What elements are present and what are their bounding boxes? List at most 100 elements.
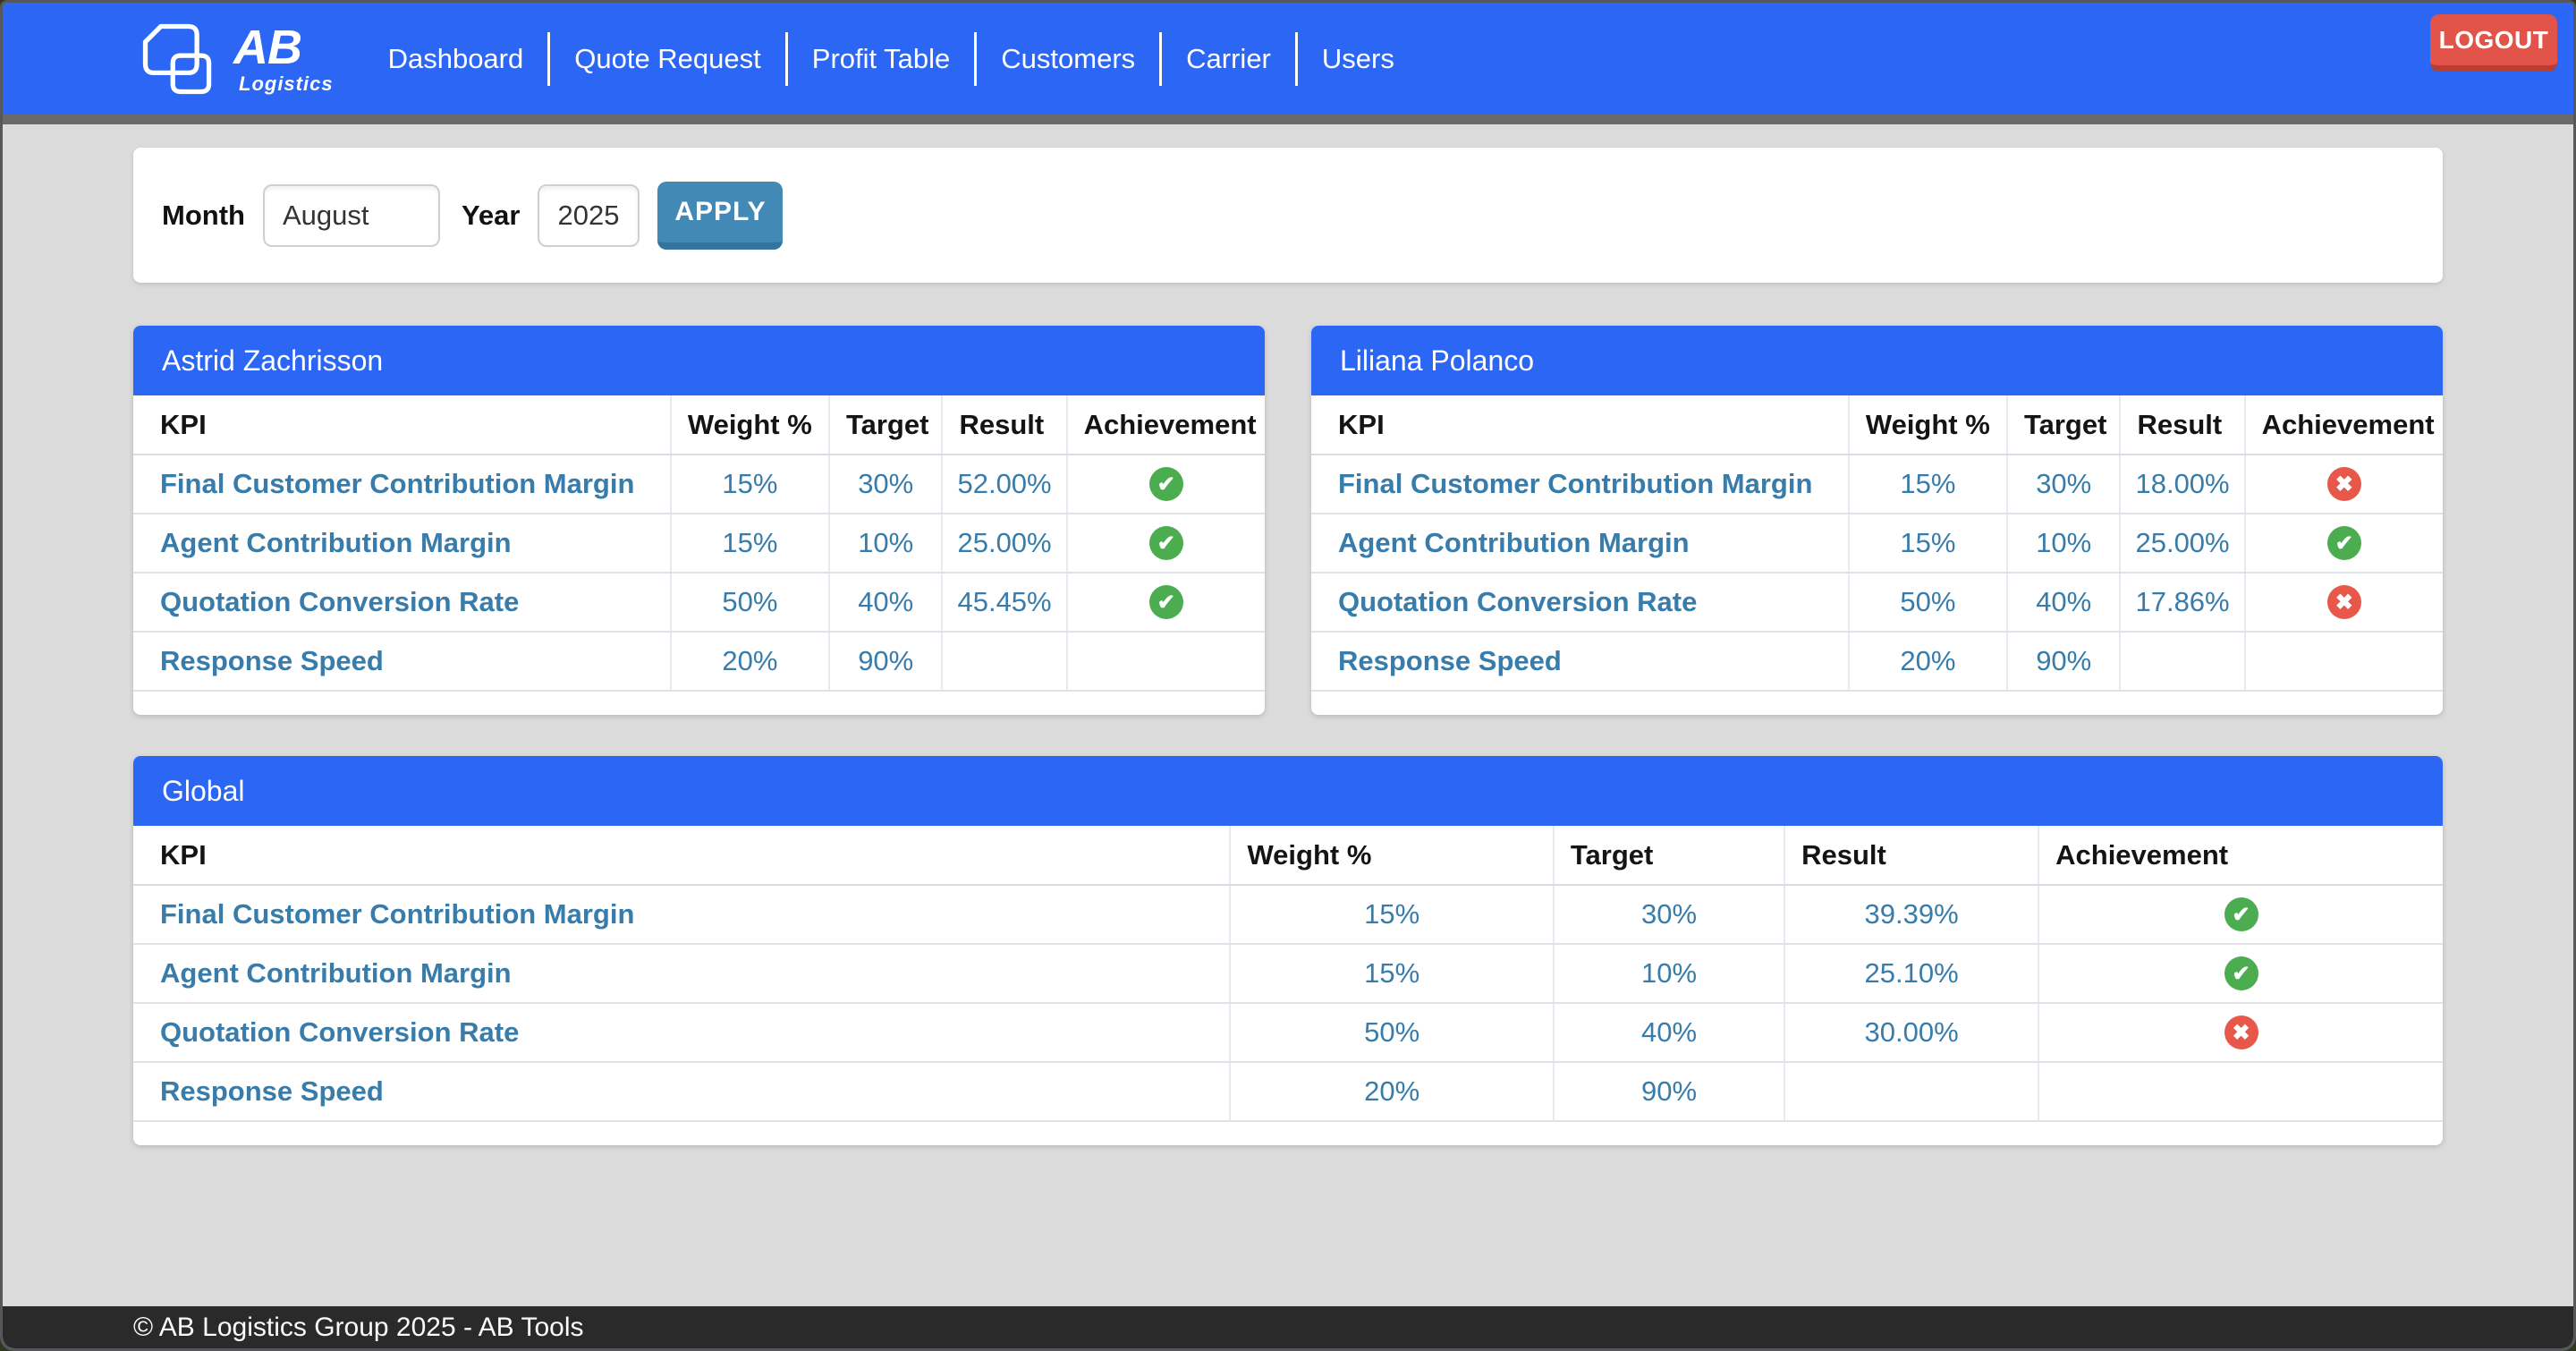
achievement-fail-icon: ✖ (2326, 585, 2361, 620)
year-input[interactable] (538, 183, 640, 247)
column-header-weight: Weight % (669, 395, 829, 455)
navbar: AB Logistics Dashboard Quote Request Profi… (3, 3, 2573, 115)
kpi-name-cell: Final Customer Contribution Margin (133, 455, 671, 514)
result-cell: 30.00% (1784, 1003, 2039, 1063)
kpi-name-cell: Agent Contribution Margin (133, 514, 671, 574)
nav-item-users[interactable]: Users (1294, 31, 1419, 86)
column-header-target: Target (2005, 395, 2121, 455)
kpi-row: Response Speed 20% 90% (1311, 632, 2443, 692)
weight-cell: 50% (1847, 573, 2007, 633)
weight-cell: 15% (1229, 885, 1554, 945)
kpi-row: Agent Contribution Margin 15% 10% 25.00% ✔ (1311, 514, 2443, 574)
kpi-card-title: Liliana Polanco (1311, 326, 2443, 395)
kpi-name-cell: Final Customer Contribution Margin (133, 885, 1231, 945)
achievement-pass-icon: ✔ (2326, 526, 2361, 561)
column-header-result: Result (2119, 395, 2245, 455)
column-header-kpi: KPI (133, 395, 671, 455)
achievement-pass-icon: ✔ (2224, 956, 2258, 991)
target-cell: 10% (2005, 514, 2121, 574)
brand-subtitle: Logistics (239, 72, 334, 95)
result-cell: 39.39% (1784, 885, 2039, 945)
kpi-row: Quotation Conversion Rate 50% 40% 17.86% ✖ (1311, 573, 2443, 633)
month-label: Month (162, 199, 245, 231)
footer-text: © AB Logistics Group 2025 - AB Tools (133, 1312, 584, 1342)
kpi-name-cell: Quotation Conversion Rate (1311, 573, 1849, 633)
brand-text: AB Logistics (233, 23, 334, 94)
nav-links: Dashboard Quote Request Profit Table Custom… (364, 31, 1419, 86)
result-cell (941, 632, 1067, 692)
weight-cell: 50% (669, 573, 829, 633)
result-cell: 25.00% (941, 514, 1067, 574)
result-cell: 52.00% (941, 455, 1067, 514)
brand-logo-icon (142, 23, 212, 94)
apply-button[interactable]: APPLY (657, 181, 784, 250)
column-header-weight: Weight % (1229, 826, 1554, 886)
achievement-fail-icon: ✖ (2224, 1015, 2258, 1050)
achievement-cell (2038, 1062, 2443, 1122)
achievement-pass-icon: ✔ (1148, 467, 1183, 502)
result-cell (1784, 1062, 2039, 1122)
achievement-cell (1065, 632, 1265, 692)
column-header-achievement: Achievement (2038, 826, 2443, 886)
column-header-weight: Weight % (1847, 395, 2007, 455)
target-cell: 90% (2005, 632, 2121, 692)
kpi-row: Response Speed 20% 90% (133, 632, 1265, 692)
achievement-cell: ✔ (1065, 573, 1265, 633)
weight-cell: 15% (669, 455, 829, 514)
weight-cell: 15% (669, 514, 829, 574)
kpi-card-global: Global KPI Weight % Target Result Achievemen… (133, 756, 2443, 1145)
nav-item-quote-request[interactable]: Quote Request (547, 31, 785, 86)
main-content: Month Year APPLY Astrid Zachrisson KPIWe… (3, 124, 2573, 1306)
target-cell: 40% (827, 573, 943, 633)
kpi-name-cell: Quotation Conversion Rate (133, 1003, 1231, 1063)
kpi-card-astrid: Astrid Zachrisson KPI Weight % Target Resul… (133, 326, 1265, 715)
kpi-row: Agent Contribution Margin 15% 10% 25.00% ✔ (133, 514, 1265, 574)
column-header-kpi: KPI (1311, 395, 1849, 455)
kpi-name-cell: Agent Contribution Margin (133, 944, 1231, 1004)
footer: © AB Logistics Group 2025 - AB Tools (3, 1306, 2573, 1348)
kpi-name-cell: Agent Contribution Margin (1311, 514, 1849, 574)
achievement-pass-icon: ✔ (2224, 897, 2258, 932)
achievement-cell: ✔ (2038, 944, 2443, 1004)
table-header-row: KPI Weight % Target Result Achievement (133, 395, 1265, 455)
kpi-row: Final Customer Contribution Margin 15% 30%… (1311, 455, 2443, 514)
column-header-achievement: Achievement (2243, 395, 2443, 455)
brand[interactable]: AB Logistics (135, 16, 334, 102)
achievement-pass-icon: ✔ (1148, 585, 1183, 620)
weight-cell: 20% (1847, 632, 2007, 692)
achievement-pass-icon: ✔ (1148, 526, 1183, 561)
weight-cell: 15% (1229, 944, 1554, 1004)
nav-item-dashboard[interactable]: Dashboard (387, 42, 524, 74)
table-header-row: KPI Weight % Target Result Achievement (1311, 395, 2443, 455)
logout-button[interactable]: LOGOUT (2430, 14, 2557, 72)
kpi-row: Quotation Conversion Rate 50% 40% 30.00% ✖ (133, 1003, 2443, 1063)
result-cell: 25.00% (2119, 514, 2245, 574)
nav-item-profit-table[interactable]: Profit Table (784, 31, 975, 86)
month-input[interactable] (262, 183, 440, 247)
nav-item-carrier[interactable]: Carrier (1159, 31, 1295, 86)
result-cell: 17.86% (2119, 573, 2245, 633)
weight-cell: 20% (1229, 1062, 1554, 1122)
column-header-target: Target (827, 395, 943, 455)
kpi-row: Response Speed 20% 90% (133, 1062, 2443, 1122)
achievement-cell: ✖ (2243, 573, 2443, 633)
achievement-cell: ✔ (2243, 514, 2443, 574)
achievement-cell: ✔ (1065, 455, 1265, 514)
kpi-row: Agent Contribution Margin 15% 10% 25.10% ✔ (133, 944, 2443, 1004)
nav-item-customers[interactable]: Customers (974, 31, 1159, 86)
target-cell: 30% (2005, 455, 2121, 514)
target-cell: 30% (1552, 885, 1785, 945)
kpi-name-cell: Response Speed (133, 632, 671, 692)
filter-bar: Month Year APPLY (133, 148, 2443, 283)
kpi-table: KPI Weight % Target Result Achievement Final… (1311, 395, 2443, 692)
achievement-fail-icon: ✖ (2326, 467, 2361, 502)
brand-name: AB (233, 21, 302, 74)
weight-cell: 15% (1847, 455, 2007, 514)
kpi-row: Final Customer Contribution Margin 15% 30%… (133, 885, 2443, 945)
navbar-shadow (3, 115, 2573, 124)
kpi-card-liliana: Liliana Polanco KPI Weight % Target Result A… (1311, 326, 2443, 715)
result-cell: 45.45% (941, 573, 1067, 633)
weight-cell: 20% (669, 632, 829, 692)
target-cell: 10% (827, 514, 943, 574)
kpi-name-cell: Response Speed (133, 1062, 1231, 1122)
